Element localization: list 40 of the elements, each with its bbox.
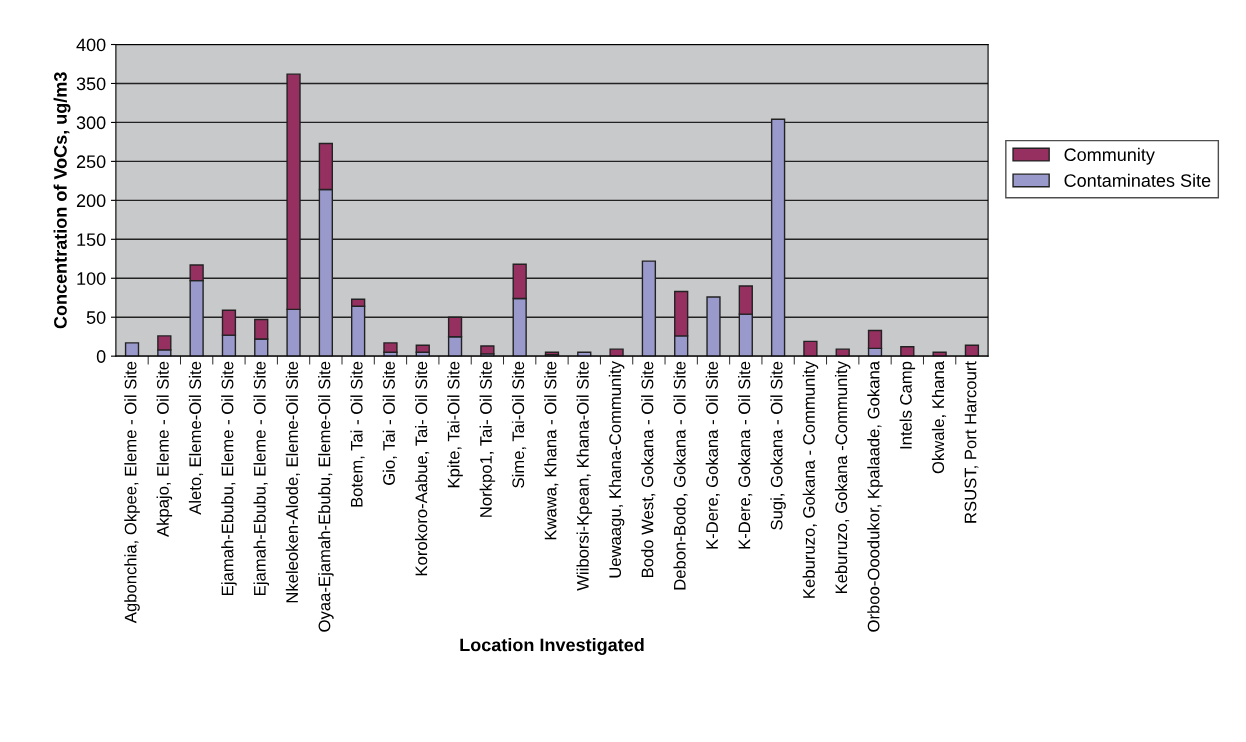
- y-tick-label: 150: [77, 233, 106, 247]
- x-tick-label: K-Dere, Gokana - Oil Site: [738, 361, 753, 549]
- x-tick-label: K-Dere, Gokana - Oil Site: [705, 361, 720, 549]
- x-tick-label: Gio, Tai - Oil Site: [382, 361, 397, 485]
- y-tick-label: 250: [76, 155, 106, 169]
- legend-label: Community: [1064, 147, 1155, 165]
- x-tick-label: Keburuzo, Gokana - Community: [802, 361, 819, 598]
- y-tick-label: 0: [96, 350, 106, 363]
- x-tick-label: Ejamah-Ebubu, Eleme - Oil Site: [221, 361, 237, 595]
- x-tick-label: Norkpo1, Tai- Oil Site: [479, 361, 496, 517]
- x-tick-label: Oyaa-Ejamah-Ebubu, Eleme-Oil Site: [318, 361, 334, 632]
- x-tick-label: Debon-Bodo, Gokana - Oil Site: [673, 361, 688, 590]
- x-tick-label: Intels Camp: [899, 361, 916, 449]
- x-tick-label: Uewaagu, Khana-Community: [608, 361, 625, 578]
- x-tick-label: Bodo West, Gokana - Oil Site: [641, 361, 656, 578]
- x-tick-label: Keburuzo, Gokana -Community: [834, 361, 851, 594]
- y-tick-label: 300: [76, 116, 106, 130]
- y-tick-label: 100: [77, 272, 106, 285]
- x-tick-label: Aleto, Eleme-Oil Site: [188, 361, 204, 515]
- x-axis-title: Location Investigated: [460, 638, 644, 655]
- x-tick-label: Botem, Tai - Oil Site: [350, 361, 365, 507]
- x-tick-label: Nkeleoken-Alode, Eleme-Oil Site: [285, 361, 300, 603]
- x-tick-label: Sime, Tai-Oil Site: [511, 361, 527, 488]
- x-tick-label: Orboo-Ooodukor, Kpalaade, Gokana: [867, 361, 883, 632]
- x-tick-label: Kwawa, Khana - Oil Site: [544, 361, 559, 540]
- x-tick-label: Wiiborsi-Kpean, Khana-Oil Site: [576, 361, 593, 591]
- x-tick-label: Sugi, Gokana - Oil Site: [770, 361, 786, 530]
- x-tick-label: Kpite, Tai-Oil Site: [447, 361, 463, 488]
- x-tick-label: RSUST, Port Harcourt: [964, 361, 979, 523]
- y-axis-title: Concentration of VoCs, ug/m3: [53, 72, 71, 329]
- y-tick-label: 50: [86, 311, 106, 324]
- x-tick-label: Korokoro-Aabue, Tai- Oil Site: [414, 361, 430, 576]
- y-tick-label: 200: [76, 194, 106, 208]
- x-tick-label: Akpajo, Eleme - Oil Site: [156, 361, 173, 537]
- x-tick-label: Agbonchia, Okpee, Eleme - Oil Site: [124, 361, 140, 624]
- x-tick-label: Ejamah-Ebubu, Eleme - Oil Site: [253, 361, 270, 595]
- x-tick-label: Okwale, Khana: [931, 361, 947, 474]
- y-tick-label: 350: [76, 77, 106, 91]
- y-tick-label: 400: [76, 38, 106, 52]
- legend-label: Contaminates Site: [1064, 173, 1211, 187]
